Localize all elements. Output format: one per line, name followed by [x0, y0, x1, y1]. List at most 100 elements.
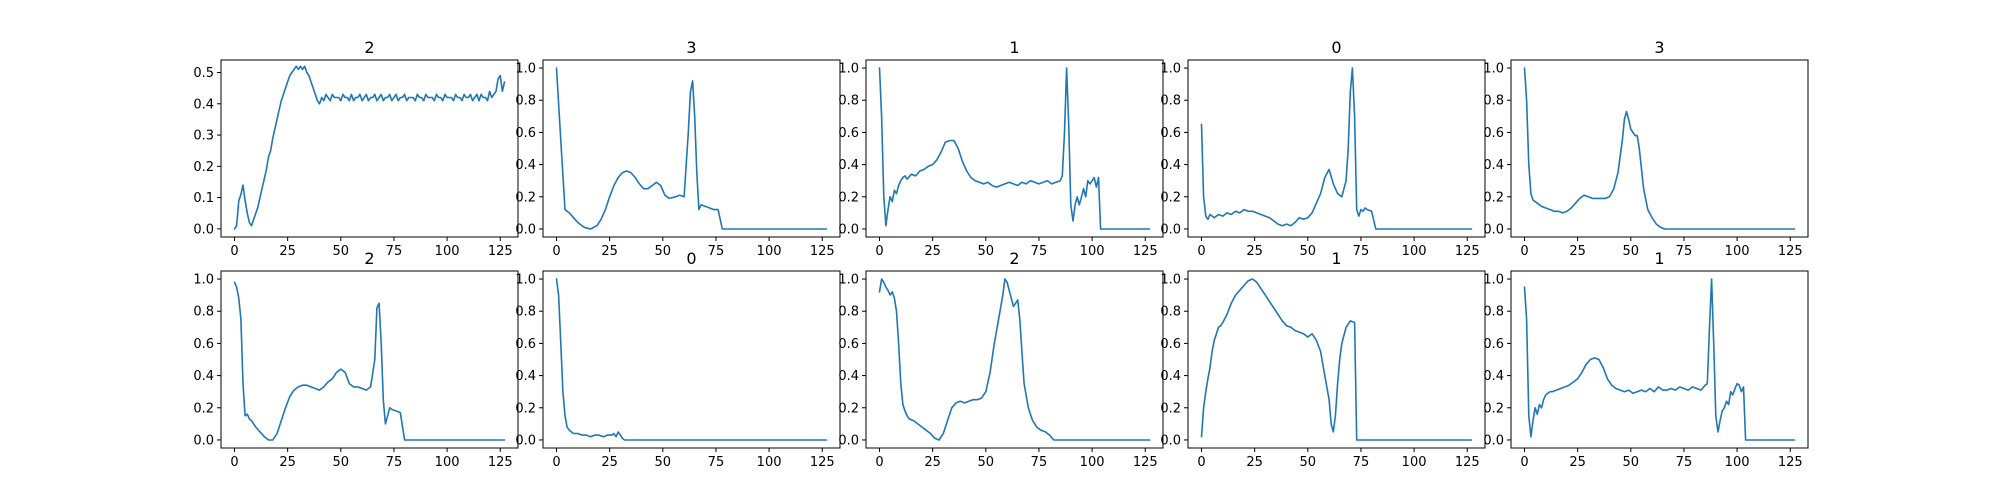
y-tick-label: 0.2 [1483, 401, 1504, 416]
y-tick-label: 0.8 [1160, 305, 1181, 320]
y-tick-label: 0.8 [515, 305, 536, 320]
x-tick-label: 125 [1778, 244, 1803, 259]
x-tick-label: 75 [708, 455, 725, 470]
y-tick-label: 0.8 [838, 94, 859, 109]
y-tick-label: 1.0 [515, 273, 536, 288]
x-tick-label: 100 [435, 244, 460, 259]
x-tick-label: 0 [875, 244, 883, 259]
subplot-title: 2 [364, 249, 374, 268]
x-tick-label: 25 [279, 455, 296, 470]
x-tick-label: 125 [1133, 455, 1158, 470]
subplot-title: 2 [1009, 249, 1019, 268]
y-tick-label: 0.0 [193, 433, 214, 448]
x-tick-label: 75 [1353, 455, 1370, 470]
y-tick-label: 0.0 [838, 433, 859, 448]
y-tick-label: 0.4 [515, 369, 536, 384]
y-tick-label: 0.2 [1483, 190, 1504, 205]
series-line [1523, 67, 1796, 230]
x-tick-label: 50 [655, 455, 672, 470]
x-tick-label: 50 [655, 244, 672, 259]
x-tick-label: 50 [1300, 455, 1317, 470]
y-tick-label: 0.6 [193, 337, 214, 352]
x-tick-label: 25 [924, 244, 941, 259]
series-line [1523, 278, 1796, 441]
y-tick-label: 0.6 [1160, 126, 1181, 141]
y-tick-label: 1.0 [193, 273, 214, 288]
x-tick-label: 0 [552, 455, 560, 470]
subplot-8: 1 0 25 50 75 100 125 0.0 0.2 0.4 0.6 0.8 1.0 [1160, 249, 1486, 470]
x-tick-label: 125 [810, 455, 835, 470]
x-tick-label: 125 [810, 244, 835, 259]
subplot-0: 2 0 25 50 75 100 125 0.0 0.1 0.2 0.3 0.4 0.5 [193, 38, 519, 259]
y-tick-label: 0.0 [838, 222, 859, 237]
subplot-6: 0 0 25 50 75 100 125 0.0 0.2 0.4 0.6 0.8 1.0 [515, 249, 841, 470]
y-tick-label: 0.4 [1483, 158, 1504, 173]
y-tick-label: 0.2 [515, 401, 536, 416]
x-tick-label: 100 [435, 455, 460, 470]
x-tick-label: 25 [601, 455, 618, 470]
x-tick-label: 0 [230, 455, 238, 470]
x-tick-label: 25 [924, 455, 941, 470]
subplot-title: 1 [1331, 249, 1341, 268]
x-tick-label: 0 [1520, 244, 1528, 259]
x-tick-label: 50 [1623, 244, 1640, 259]
series-line [878, 67, 1151, 230]
y-tick-label: 0.4 [193, 369, 214, 384]
y-tick-label: 0.6 [1160, 337, 1181, 352]
y-tick-label: 0.4 [838, 158, 859, 173]
x-tick-label: 0 [1520, 455, 1528, 470]
x-tick-label: 100 [1725, 244, 1750, 259]
y-tick-label: 0.0 [515, 433, 536, 448]
y-tick-label: 0.8 [838, 305, 859, 320]
y-tick-label: 0.6 [515, 126, 536, 141]
axes-frame [542, 59, 841, 238]
x-tick-label: 50 [978, 455, 995, 470]
subplot-title: 3 [1654, 38, 1664, 57]
y-tick-label: 0.5 [193, 66, 214, 81]
x-tick-label: 125 [1778, 455, 1803, 470]
axes-frame [1510, 59, 1809, 238]
y-tick-label: 0.4 [838, 369, 859, 384]
y-tick-label: 0.0 [193, 222, 214, 237]
subplot-9: 1 0 25 50 75 100 125 0.0 0.2 0.4 0.6 0.8 1.0 [1483, 249, 1809, 470]
series-line [878, 278, 1151, 441]
y-tick-label: 0.0 [1483, 433, 1504, 448]
y-tick-label: 0.6 [1483, 126, 1504, 141]
subplot-title: 3 [686, 38, 696, 57]
y-tick-label: 1.0 [1160, 62, 1181, 77]
y-tick-label: 0.2 [515, 190, 536, 205]
y-tick-label: 1.0 [1483, 273, 1504, 288]
subplot-7: 2 0 25 50 75 100 125 0.0 0.2 0.4 0.6 0.8 1.0 [838, 249, 1164, 470]
y-tick-label: 0.4 [1160, 158, 1181, 173]
y-tick-label: 0.0 [1160, 433, 1181, 448]
x-tick-label: 75 [386, 455, 403, 470]
x-tick-label: 75 [1676, 455, 1693, 470]
x-tick-label: 75 [386, 244, 403, 259]
subplot-title: 1 [1654, 249, 1664, 268]
x-tick-label: 50 [1300, 244, 1317, 259]
series-line [233, 65, 506, 230]
series-line [555, 67, 828, 230]
x-tick-label: 100 [1402, 244, 1427, 259]
series-line [1200, 278, 1473, 441]
y-tick-label: 0.2 [1160, 190, 1181, 205]
x-tick-label: 75 [1676, 244, 1693, 259]
y-tick-label: 0.0 [1483, 222, 1504, 237]
y-tick-label: 0.2 [838, 190, 859, 205]
axes-frame [1510, 270, 1809, 449]
x-tick-label: 100 [757, 244, 782, 259]
x-tick-label: 50 [333, 244, 350, 259]
x-tick-label: 75 [1353, 244, 1370, 259]
x-tick-label: 100 [757, 455, 782, 470]
x-tick-label: 0 [552, 244, 560, 259]
y-tick-label: 0.2 [1160, 401, 1181, 416]
x-tick-label: 125 [488, 455, 513, 470]
x-tick-label: 100 [1725, 455, 1750, 470]
axes-frame [220, 270, 519, 449]
y-tick-label: 0.6 [838, 337, 859, 352]
x-tick-label: 0 [230, 244, 238, 259]
x-tick-label: 125 [1133, 244, 1158, 259]
y-tick-label: 0.8 [515, 94, 536, 109]
x-tick-label: 25 [1246, 455, 1263, 470]
